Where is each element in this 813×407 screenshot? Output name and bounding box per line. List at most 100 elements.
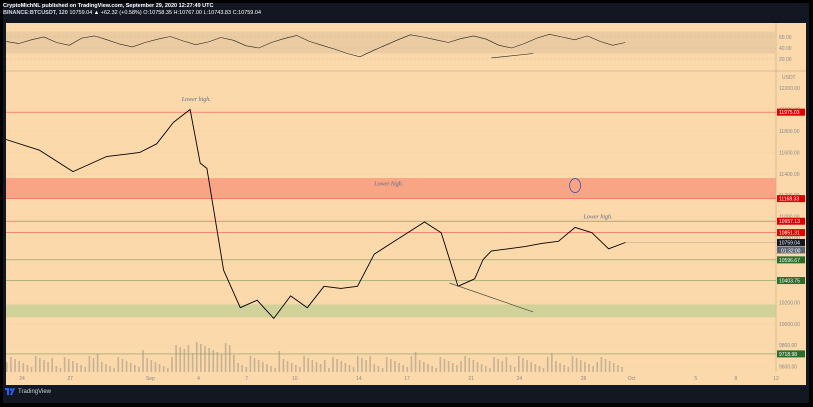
volume-bar bbox=[6, 362, 8, 372]
level-price-label: 10403.75 bbox=[779, 279, 800, 285]
volume-bar bbox=[261, 362, 264, 372]
countdown-label: 01:32:00 bbox=[781, 248, 801, 254]
volume-bar bbox=[30, 367, 33, 372]
volume-bar bbox=[146, 358, 148, 372]
volume-bar bbox=[480, 364, 483, 372]
volume-bar bbox=[26, 365, 29, 372]
level-price-label: 10957.13 bbox=[779, 219, 800, 225]
time-tick-label: 24 bbox=[517, 376, 523, 382]
volume-bar bbox=[381, 368, 384, 372]
volume-bar bbox=[212, 350, 215, 372]
volume-bar bbox=[398, 363, 400, 372]
price-tick-label: 12200.00 bbox=[779, 86, 800, 92]
volume-bar bbox=[385, 357, 388, 372]
price-tick-label: 11000.00 bbox=[779, 215, 800, 221]
volume-bar bbox=[509, 365, 512, 372]
volume-bar bbox=[72, 361, 74, 372]
footer-brand[interactable]: TradingView bbox=[18, 388, 52, 395]
volume-bar bbox=[162, 366, 165, 372]
volume-bar bbox=[427, 364, 429, 372]
volume-bar bbox=[10, 357, 12, 372]
volume-bar bbox=[34, 356, 37, 372]
volume-bar bbox=[55, 366, 58, 372]
price-tick-label: 9600.00 bbox=[779, 365, 797, 371]
volume-bar bbox=[612, 363, 615, 372]
volume-bar bbox=[88, 356, 91, 372]
volume-bar bbox=[579, 360, 582, 372]
volume-bar bbox=[563, 365, 566, 372]
volume-bar bbox=[435, 368, 438, 372]
time-tick-label: Oct bbox=[628, 376, 636, 382]
volume-bar bbox=[439, 357, 442, 372]
volume-bar bbox=[245, 367, 248, 372]
volume-bar bbox=[336, 359, 338, 372]
volume-bar bbox=[571, 356, 574, 372]
volume-bar bbox=[282, 359, 285, 372]
volume-bar bbox=[253, 358, 256, 372]
level-price-label: 9718.98 bbox=[779, 352, 797, 358]
volume-bar bbox=[530, 362, 532, 372]
volume-bar bbox=[266, 364, 268, 372]
volume-bar bbox=[517, 356, 520, 372]
time-tick-label: 5 bbox=[694, 376, 697, 382]
time-tick-label: 4 bbox=[197, 376, 200, 382]
time-tick-label: 17 bbox=[404, 376, 410, 382]
volume-bar bbox=[389, 359, 392, 372]
volume-bar bbox=[76, 363, 78, 372]
volume-bar bbox=[575, 358, 578, 372]
volume-bar bbox=[319, 364, 322, 372]
volume-bar bbox=[551, 353, 553, 372]
rsi-tick-label: 60.00 bbox=[779, 35, 792, 41]
current-price-label: 10759.04 bbox=[779, 240, 800, 246]
volume-bar bbox=[456, 365, 458, 372]
price-zone bbox=[6, 304, 776, 318]
countdown-tag bbox=[777, 246, 805, 254]
volume-bar bbox=[224, 343, 227, 372]
volume-bar bbox=[59, 368, 62, 372]
volume-bar bbox=[468, 358, 471, 372]
volume-bar bbox=[365, 360, 367, 372]
volume-bar bbox=[43, 360, 45, 372]
volume-bar bbox=[233, 355, 235, 372]
time-tick-label: 21 bbox=[468, 376, 474, 382]
volume-bar bbox=[356, 356, 359, 372]
current-price-tag bbox=[777, 238, 805, 246]
symbol-label[interactable]: BINANCE:BTCUSDT, 120 bbox=[3, 10, 68, 16]
price-tick-label: 10000.00 bbox=[779, 322, 800, 328]
volume-bar bbox=[51, 358, 54, 372]
volume-bar bbox=[257, 360, 260, 372]
volume-bar bbox=[559, 363, 561, 372]
chart-header: CryptoMichNL published on TradingView.co… bbox=[3, 3, 423, 17]
volume-bar bbox=[216, 352, 219, 372]
level-price-tag bbox=[777, 217, 805, 225]
volume-bar bbox=[299, 367, 301, 372]
volume-bar bbox=[307, 358, 310, 372]
volume-bar bbox=[464, 356, 466, 372]
price-tick-label: 11800.00 bbox=[779, 129, 800, 135]
time-tick-label: 24 bbox=[19, 376, 25, 382]
volume-bar bbox=[167, 368, 169, 372]
trend-line bbox=[449, 282, 534, 313]
volume-bar bbox=[617, 365, 619, 372]
price-tick-label: 10200.00 bbox=[779, 300, 800, 306]
volume-bar bbox=[138, 367, 140, 372]
volume-bar bbox=[340, 361, 343, 372]
price-tick-label: 11400.00 bbox=[779, 172, 800, 178]
price-tick-label: 11600.00 bbox=[779, 150, 800, 156]
volume-bar bbox=[109, 366, 111, 372]
volume-bar bbox=[204, 346, 206, 372]
level-price-label: 10596.67 bbox=[779, 258, 800, 264]
volume-bar bbox=[328, 368, 330, 372]
volume-bar bbox=[361, 358, 363, 372]
level-price-label: 10851.31 bbox=[779, 231, 800, 237]
circle-icon bbox=[569, 178, 582, 193]
volume-bar bbox=[423, 362, 425, 372]
volume-bar bbox=[323, 360, 326, 372]
volume-bar bbox=[84, 367, 87, 372]
time-tick-label: 28 bbox=[581, 376, 587, 382]
volume-bar bbox=[447, 361, 450, 372]
volume-bar bbox=[315, 362, 318, 372]
volume-bar bbox=[295, 365, 297, 372]
volume-bar bbox=[303, 356, 305, 372]
